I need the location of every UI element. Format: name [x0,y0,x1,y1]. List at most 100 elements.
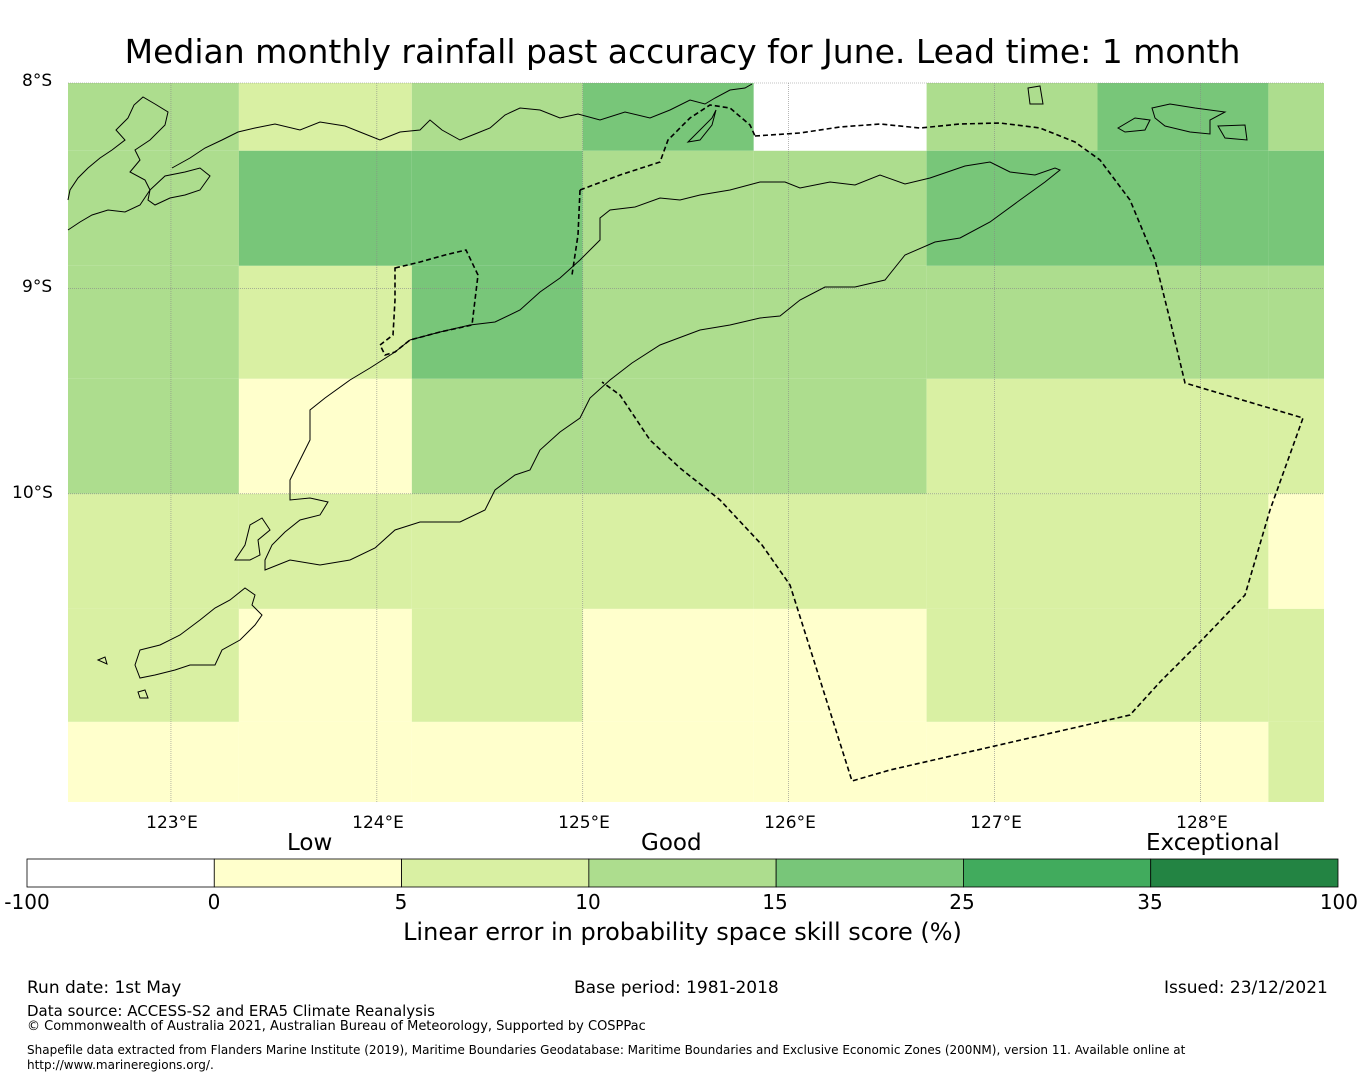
colorbar-label: Linear error in probability space skill … [403,918,962,946]
category-exceptional: Exceptional [1146,830,1280,856]
lat-label-9s: 9°S [22,277,53,297]
skill-cell [926,493,1098,609]
eez-north [571,104,756,276]
skill-cell [753,150,927,266]
lon-label-123e: 123°E [146,813,198,833]
skill-cell [1097,721,1269,802]
skill-cell [926,721,1098,802]
coastline [67,83,1248,699]
coastline-small-4 [96,656,108,665]
skill-cell [1268,150,1324,266]
base-period: Base period: 1981-2018 [574,978,779,998]
colorbar-tick-100: 100 [1319,890,1358,914]
skill-cell [1097,150,1269,266]
skill-cell [1097,265,1269,379]
category-good: Good [641,830,702,856]
skill-cell [753,493,927,609]
skill-cell [1097,608,1269,722]
skill-cell [753,265,927,379]
colorbar-segment [963,858,1152,888]
colorbar-tick-5: 5 [394,890,408,914]
skill-cell [926,608,1098,722]
skill-cell [68,83,239,151]
coastline-small-3 [1217,124,1248,141]
skill-cell [1097,493,1269,609]
colorbar-segment [213,858,402,888]
colorbar-segment [26,858,215,888]
maritime-boundary [378,104,1305,782]
skill-cell [411,378,583,494]
colorbar-segment [1150,858,1339,888]
skill-cell [411,265,583,379]
coastline-sumba [147,167,211,206]
coastline-timor [264,161,1061,571]
skill-cell [411,721,583,802]
lon-label-127e: 127°E [970,813,1022,833]
skill-cell [411,493,583,609]
skill-cell [582,150,754,266]
skill-cell [411,150,583,266]
eez-timor-leste [601,122,1305,782]
skill-cell [753,721,927,802]
coastline-rote [234,517,271,561]
colorbar-tick-0: 0 [207,890,221,914]
skill-cell [582,721,754,802]
coastline-atauro [686,109,717,143]
colorbar-segment [775,858,964,888]
colorbar-tick-neg100: -100 [4,890,50,914]
shapefile-url: http://www.marineregions.org/. [27,1058,214,1072]
skill-cell [926,83,1098,151]
skill-cell [1268,721,1324,802]
colorbar-tick-10: 10 [575,890,601,914]
skill-cell [238,83,412,151]
skill-cell [753,378,927,494]
lat-label-10s: 10°S [12,483,53,503]
coastline-small-2 [1117,117,1151,133]
shapefile-credit: Shapefile data extracted from Flanders M… [27,1043,1186,1057]
skill-cell [1097,378,1269,494]
skill-cell [238,150,412,266]
coastline-wetar [1151,103,1227,135]
skill-cell [1268,265,1324,379]
colorbar-segment [588,858,777,888]
coastline-flores [171,83,753,169]
coastline-small-1 [1027,85,1044,105]
skill-cell [238,721,412,802]
skill-cell [926,378,1098,494]
data-source: Data source: ACCESS-S2 and ERA5 Climate … [27,1002,435,1020]
skill-cell [411,608,583,722]
coastline-sumba-south [134,587,263,679]
skill-cell [582,493,754,609]
skill-cell [68,378,239,494]
lon-label-128e: 128°E [1176,813,1228,833]
colorbar-tick-35: 35 [1137,890,1163,914]
category-low: Low [287,830,333,856]
skill-cell [753,608,927,722]
chart-title: Median monthly rainfall past accuracy fo… [124,32,1241,71]
lon-label-126e: 126°E [764,813,816,833]
colorbar-tick-15: 15 [762,890,788,914]
skill-cell [582,608,754,722]
coastline-north-islands [67,96,169,231]
skill-cell [1268,83,1324,151]
skill-cell [68,493,239,609]
skill-cell [238,608,412,722]
issued-date: Issued: 23/12/2021 [1164,978,1328,998]
skill-cell [1268,493,1324,609]
run-date: Run date: 1st May [27,978,182,998]
skill-cell [238,493,412,609]
lon-label-125e: 125°E [558,813,610,833]
skill-cell [926,150,1098,266]
skill-cell [68,265,239,379]
skill-cell [68,150,239,266]
copyright: © Commonwealth of Australia 2021, Austra… [27,1019,646,1034]
skill-cell [582,265,754,379]
skill-cell [926,265,1098,379]
coastline-small-5 [137,689,149,699]
colorbar-segment [401,858,590,888]
lon-label-124e: 124°E [352,813,404,833]
skill-cell [68,721,239,802]
skill-cell [1268,608,1324,722]
